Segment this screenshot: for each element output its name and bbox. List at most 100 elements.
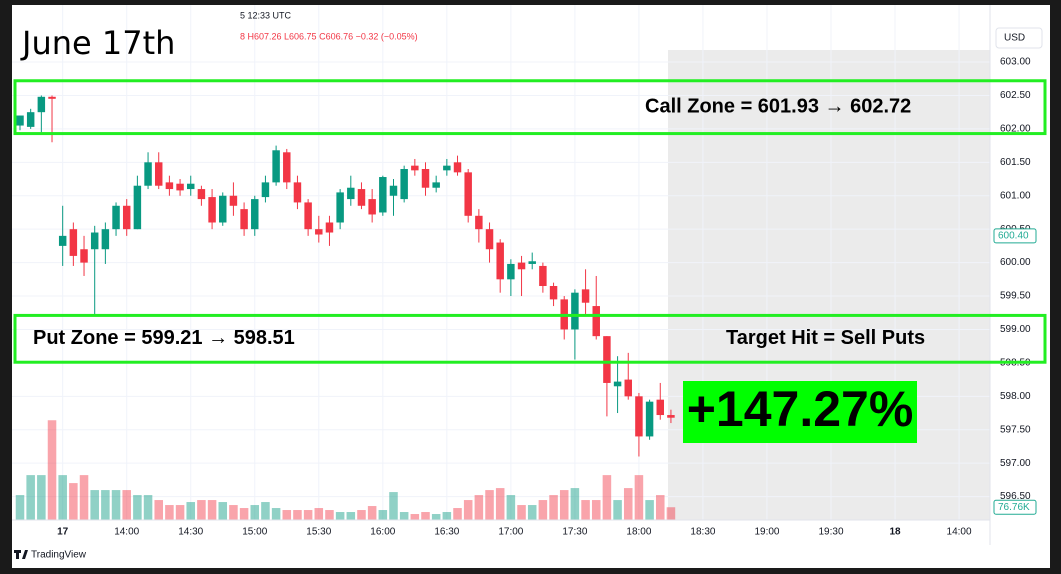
candle-body [165,182,174,190]
target-label: Target Hit = Sell Puts [726,327,925,349]
candle-body [592,306,600,337]
volume-bar [79,475,89,520]
candle-body [421,169,430,188]
volume-bar [474,495,484,520]
candle-body [517,262,526,270]
last-price-label: 600.40 [998,231,1029,242]
y-tick-label: 599.00 [1000,324,1031,335]
candle-body [347,187,355,200]
candle-body [26,112,35,127]
candle-body [187,183,195,190]
candle-body [219,195,227,223]
candle-body [304,202,312,230]
candle-body [80,249,88,263]
brand-name: TradingView [31,550,87,561]
volume-bar [485,490,494,520]
volume-bar [47,420,57,520]
volume-bar [250,505,260,520]
volume-bar [133,495,142,520]
volume-bar [314,508,324,520]
volume-bar [154,500,163,520]
volume-bar [559,490,569,520]
x-tick-label: 18 [889,527,901,538]
y-tick-label: 596.50 [1000,491,1031,502]
volume-bar [175,505,185,520]
volume-bar [282,510,292,520]
x-tick-label: 19:00 [754,527,779,538]
volume-bar [197,500,206,520]
volume-bar [591,500,601,520]
result-text: +147.27% [687,381,914,437]
volume-bar [367,506,377,520]
candle-body [58,235,67,246]
currency: USD [1004,33,1025,44]
candle-body [325,222,334,233]
candle-body [528,261,536,264]
volume-bar [506,495,516,520]
annotations: Call Zone = 601.93 → 602.72 Put Zone = 59… [13,79,1047,443]
candle-body [571,292,579,330]
volume-bar [431,514,441,520]
volume-bar [645,500,654,520]
candle-body [581,289,590,303]
candle-body [37,96,46,113]
candle-body [90,232,99,250]
volume-bar [666,507,676,520]
brand-logo: TradingView [14,550,87,561]
candle-body [475,215,483,230]
x-tick-label: 19:30 [818,527,843,538]
y-tick-label: 599.50 [1000,291,1031,302]
volume-bar [325,510,334,520]
volume-bar [69,483,78,520]
volume-bar [602,475,612,520]
volume-bar [549,495,558,520]
volume-bar [111,490,121,520]
volume-bar [122,490,131,520]
candle-body [656,399,664,416]
candle-body [645,401,654,437]
x-tick-label: 14:00 [114,527,139,538]
volume-badge [993,499,1037,515]
volume-bar [421,512,430,520]
x-tick-label: 18:00 [626,527,651,538]
candle-body [411,165,419,171]
candle-body [549,286,558,300]
candle-body [432,182,440,188]
candle-body [485,229,494,250]
volume-bar [218,502,228,520]
candle-body [379,177,387,213]
candle-body [613,381,622,387]
volume-bar [15,495,25,520]
candle-body [667,415,675,418]
plot: 76.76K 600.40 [15,95,1037,520]
zone-box [13,313,1047,364]
candle-body [293,182,302,203]
zone-box [13,79,1047,136]
candle-body [122,205,131,230]
candle-body [603,336,611,383]
volume-bar [58,475,67,520]
volume-bar [357,510,366,520]
volume-bar [613,500,622,520]
y-tick-label: 600.00 [1000,257,1031,268]
y-tick-label: 597.00 [1000,458,1031,469]
zone-label: Put Zone = 599.21 → 598.51 [33,327,295,349]
volume-bar [229,505,238,520]
candle-body [176,183,184,191]
volume-bar [570,488,580,520]
candle-body [240,209,248,230]
candle-body [453,162,462,173]
shaded-region [668,50,990,520]
y-tick-label: 601.50 [1000,157,1031,168]
candle-body [283,152,291,183]
candle-body [624,379,632,397]
volume-bar [271,508,281,520]
volume-bar [90,490,99,520]
candle-body [112,205,120,230]
volume-bar [239,508,249,520]
volume-bar [293,510,302,520]
volume-bar [655,495,665,520]
header-time: 5 12:33 UTC [240,10,292,20]
